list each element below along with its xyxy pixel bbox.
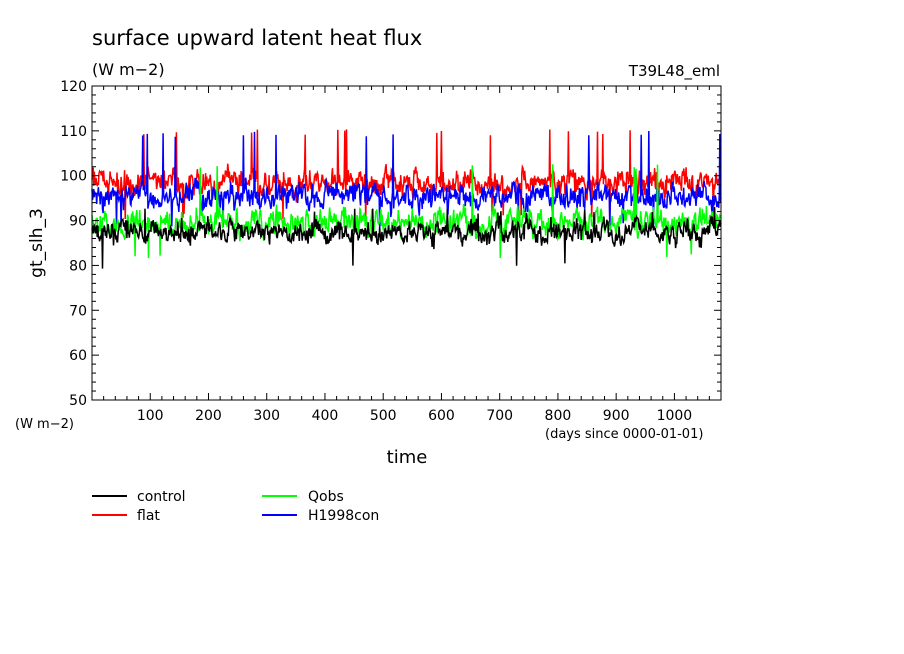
x-tick-label: 200 — [195, 408, 222, 424]
legend: control flat Qobs H1998con — [92, 489, 379, 524]
x-units-label: (days since 0000-01-01) — [545, 427, 703, 442]
legend-label-h1998con: H1998con — [308, 508, 379, 524]
run-label: T39L48_eml — [628, 62, 720, 81]
x-tick-label: 900 — [603, 408, 630, 424]
chart-title: surface upward latent heat flux — [92, 26, 422, 50]
y-tick-label: 50 — [69, 393, 87, 409]
y-units-label: (W m−2) — [15, 417, 74, 432]
x-tick-label: 300 — [253, 408, 280, 424]
plot-frame — [91, 85, 722, 401]
series-layer — [91, 129, 722, 269]
legend-item-control: control — [92, 489, 186, 505]
y-tick-label: 70 — [69, 303, 87, 319]
x-tick-label: 500 — [370, 408, 397, 424]
legend-item-h1998con: H1998con — [262, 508, 379, 524]
legend-label-flat: flat — [137, 508, 160, 524]
x-tick-label: 800 — [545, 408, 572, 424]
y-tick-label: 90 — [69, 214, 87, 230]
y-tick-label: 60 — [69, 348, 87, 364]
x-axis: 100 200 300 400 500 600 700 800 900 1000 — [103, 86, 710, 424]
units-label: (W m−2) — [92, 60, 165, 79]
legend-item-flat: flat — [92, 508, 160, 524]
x-tick-label: 1000 — [657, 408, 693, 424]
legend-label-control: control — [137, 489, 186, 505]
series-line-control — [91, 207, 722, 269]
y-axis-label: gt_slh_3 — [27, 208, 47, 278]
series-line-flat — [91, 129, 722, 220]
x-axis-label: time — [387, 447, 428, 468]
y-tick-label: 110 — [60, 124, 87, 140]
x-tick-label: 400 — [312, 408, 339, 424]
y-axis: 50 60 70 80 90 100 110 120 — [60, 79, 721, 409]
x-tick-label: 100 — [137, 408, 164, 424]
series-line-h1998con — [91, 130, 722, 230]
x-tick-label: 700 — [486, 408, 513, 424]
y-tick-label: 100 — [60, 169, 87, 185]
legend-label-qobs: Qobs — [308, 489, 344, 505]
x-tick-label: 600 — [428, 408, 455, 424]
legend-item-qobs: Qobs — [262, 489, 344, 505]
y-tick-label: 120 — [60, 79, 87, 95]
y-tick-label: 80 — [69, 258, 87, 274]
